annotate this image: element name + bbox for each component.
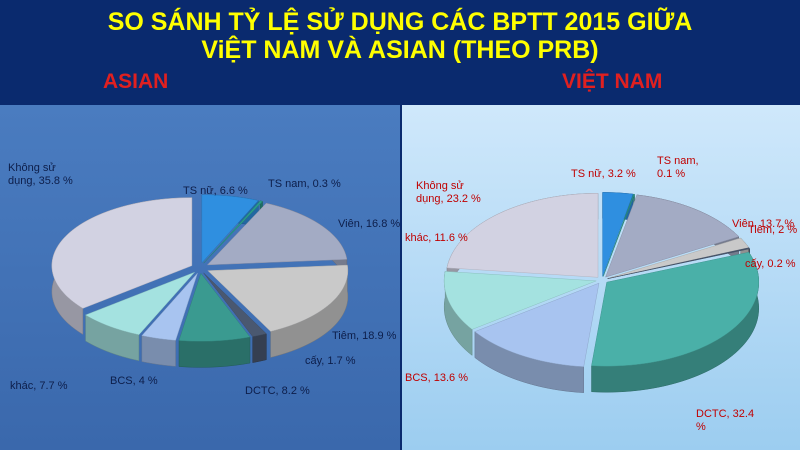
slice	[605, 194, 740, 278]
slice	[203, 200, 264, 264]
data-label: Viên, 16.8 %	[338, 218, 401, 230]
slide-title: SO SÁNH TỶ LỆ SỬ DỤNG CÁC BPTT 2015 GIỮA…	[107, 8, 693, 64]
data-label: TS nam, 0.1 %	[657, 155, 699, 180]
slice	[141, 273, 198, 341]
slice	[84, 272, 195, 335]
data-label: cấy, 0.2 %	[745, 258, 796, 270]
data-label: BCS, 4 %	[110, 375, 158, 387]
tops	[51, 194, 349, 342]
slice	[443, 271, 597, 330]
data-label: Tiêm, 18.9 %	[332, 330, 397, 342]
data-label: DCTC, 8.2 %	[245, 385, 310, 397]
data-label: Không sử dụng, 35.8 %	[8, 162, 73, 187]
data-label: TS nữ, 6.6 %	[183, 185, 248, 197]
chart-title: ASIAN	[103, 70, 169, 93]
data-label: cấy, 1.7 %	[305, 355, 356, 367]
slice	[602, 192, 634, 277]
slice	[591, 251, 760, 367]
slice-side	[252, 333, 267, 363]
data-label: TS nam, 0.3 %	[268, 178, 341, 190]
slice	[474, 282, 600, 367]
slice	[178, 272, 251, 342]
slice	[201, 194, 259, 264]
slice-side	[141, 335, 176, 367]
data-label: khác, 7.7 %	[10, 380, 68, 392]
slice	[206, 202, 348, 266]
slice	[607, 237, 750, 279]
slice	[446, 193, 599, 278]
slice	[51, 197, 193, 309]
slice	[203, 272, 267, 337]
slice	[602, 193, 635, 277]
slice-side	[178, 336, 251, 368]
chart-title: VIỆT NAM	[562, 70, 663, 93]
data-label: Không sử dụng, 23.2 %	[416, 180, 481, 205]
tops	[443, 192, 760, 367]
data-label: TS nữ, 3.2 %	[571, 168, 636, 180]
data-label: khác, 11.6 %	[405, 232, 468, 244]
data-label: Tiêm, 2 %	[748, 224, 798, 236]
data-label: Viên, 13.7 %	[732, 218, 795, 230]
slice	[607, 247, 751, 279]
slice	[207, 264, 349, 332]
data-label: DCTC, 32.4 %	[696, 408, 755, 433]
data-label: BCS, 13.6 %	[405, 372, 468, 384]
